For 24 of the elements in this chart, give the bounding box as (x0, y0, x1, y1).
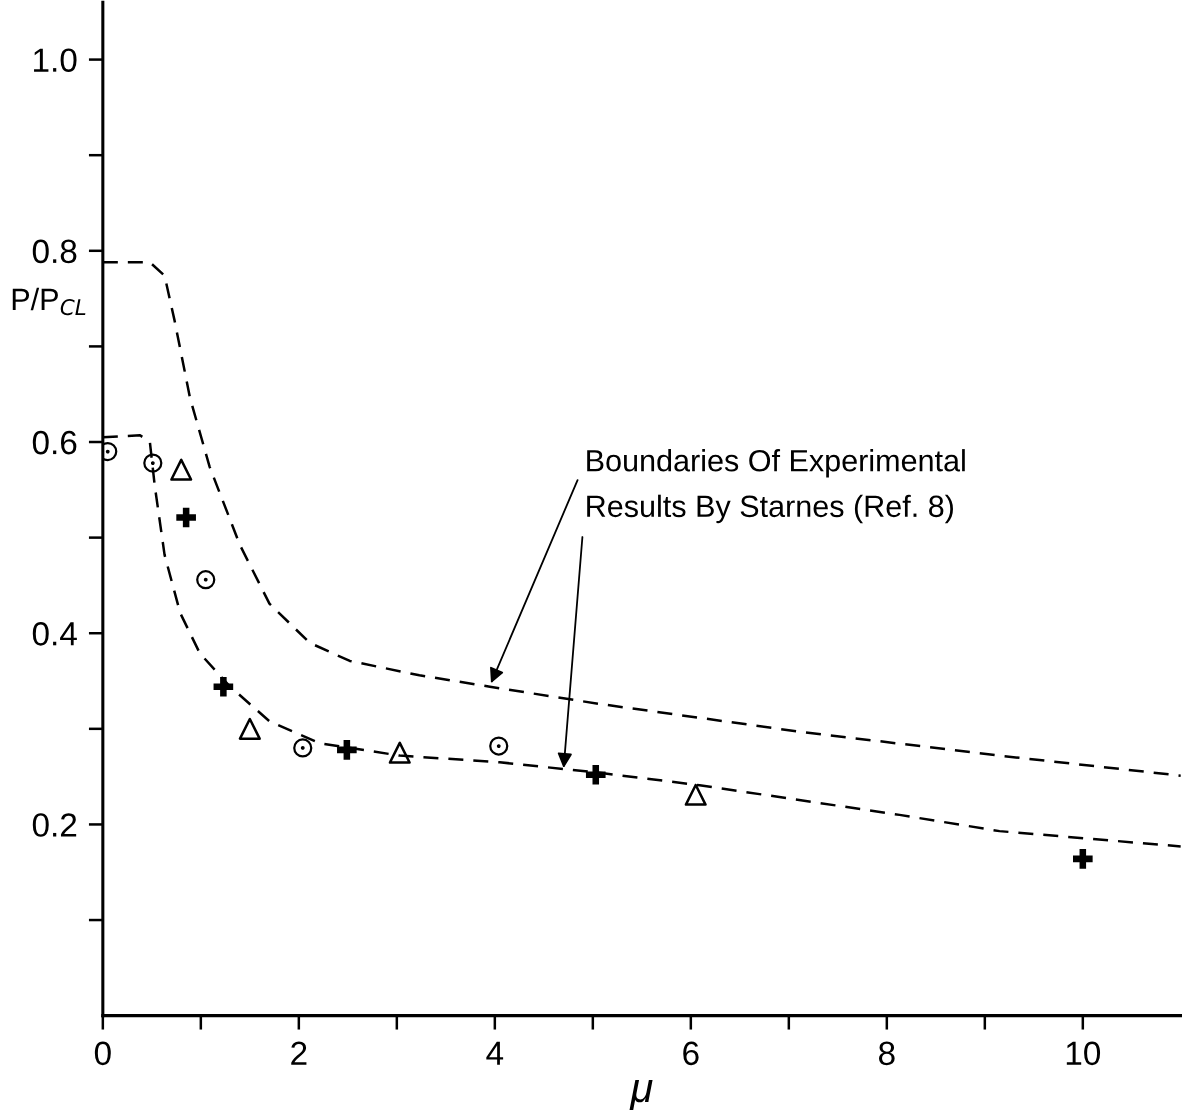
x-tick-label: 10 (1066, 1041, 1101, 1066)
x-axis-title: μ (629, 1079, 653, 1110)
x-tick-label: 6 (683, 1041, 699, 1066)
y-tick-label: 0.6 (32, 430, 77, 455)
y-tick-label: 1.0 (34, 48, 77, 72)
x-tick-label: 8 (879, 1041, 895, 1066)
point (1073, 849, 1093, 869)
point (585, 764, 606, 785)
x-tick-label: 2 (291, 1041, 307, 1065)
x-tick-label: 0 (94, 1041, 111, 1066)
y-tick-label: 0.4 (32, 622, 77, 646)
y-tick-label: 0.8 (32, 239, 77, 264)
y-axis-title: P/P$_{CL}$ (12, 287, 86, 316)
annotation: Results By Starnes (Ref. 8) (587, 494, 953, 524)
point (170, 458, 193, 481)
point (213, 676, 234, 697)
point (238, 717, 261, 740)
point (337, 740, 357, 760)
y-tick-label: 0.2 (32, 813, 77, 837)
x-tick-label: 4 (486, 1041, 504, 1065)
point (684, 783, 707, 806)
point (176, 507, 196, 528)
point (388, 741, 411, 764)
annotation: Boundaries Of Experimental (587, 449, 965, 478)
